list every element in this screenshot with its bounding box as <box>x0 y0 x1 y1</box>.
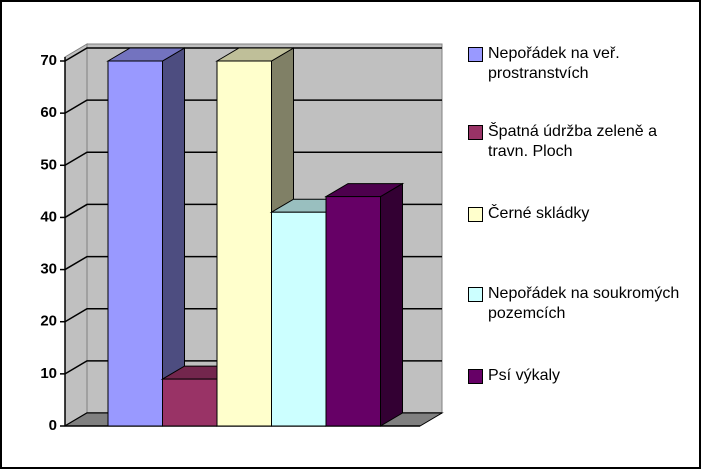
legend-label: Nepořádek na veř. prostranstvích <box>488 45 620 82</box>
legend-label: Nepořádek na soukromých pozemcích <box>488 285 680 322</box>
grid-line <box>64 99 442 114</box>
y-tick-label: 20 <box>40 313 57 330</box>
legend-swatch <box>468 369 483 384</box>
legend-swatch <box>468 207 483 222</box>
bar <box>216 60 272 427</box>
legend-item: Černé skládky <box>468 204 683 224</box>
legend-swatch <box>468 287 483 302</box>
legend-label: Černé skládky <box>488 205 590 222</box>
grid-line <box>64 151 442 166</box>
bar-side <box>380 182 403 427</box>
y-tick-label: 50 <box>40 156 57 173</box>
legend-label: Psí výkaly <box>488 367 561 384</box>
y-tick-label: 30 <box>40 261 57 278</box>
legend-item: Špatná údržba zeleně a travn. Ploch <box>468 122 683 162</box>
legend-item: Nepořádek na veř. prostranstvích <box>468 44 683 84</box>
bar <box>162 378 218 427</box>
bar <box>325 196 381 427</box>
y-tick-label: 10 <box>40 365 57 382</box>
bar <box>271 211 327 427</box>
y-tick-label: 70 <box>40 52 57 69</box>
legend-label: Špatná údržba zeleně a travn. Ploch <box>488 123 658 160</box>
legend-swatch <box>468 47 483 62</box>
y-tick-label: 0 <box>49 417 57 434</box>
bar <box>107 60 163 427</box>
y-tick-label: 40 <box>40 208 57 225</box>
legend-swatch <box>468 125 483 140</box>
y-tick-label: 60 <box>40 104 57 121</box>
legend-item: Nepořádek na soukromých pozemcích <box>468 284 683 324</box>
grid-line <box>64 47 442 62</box>
legend-item: Psí výkaly <box>468 366 683 386</box>
